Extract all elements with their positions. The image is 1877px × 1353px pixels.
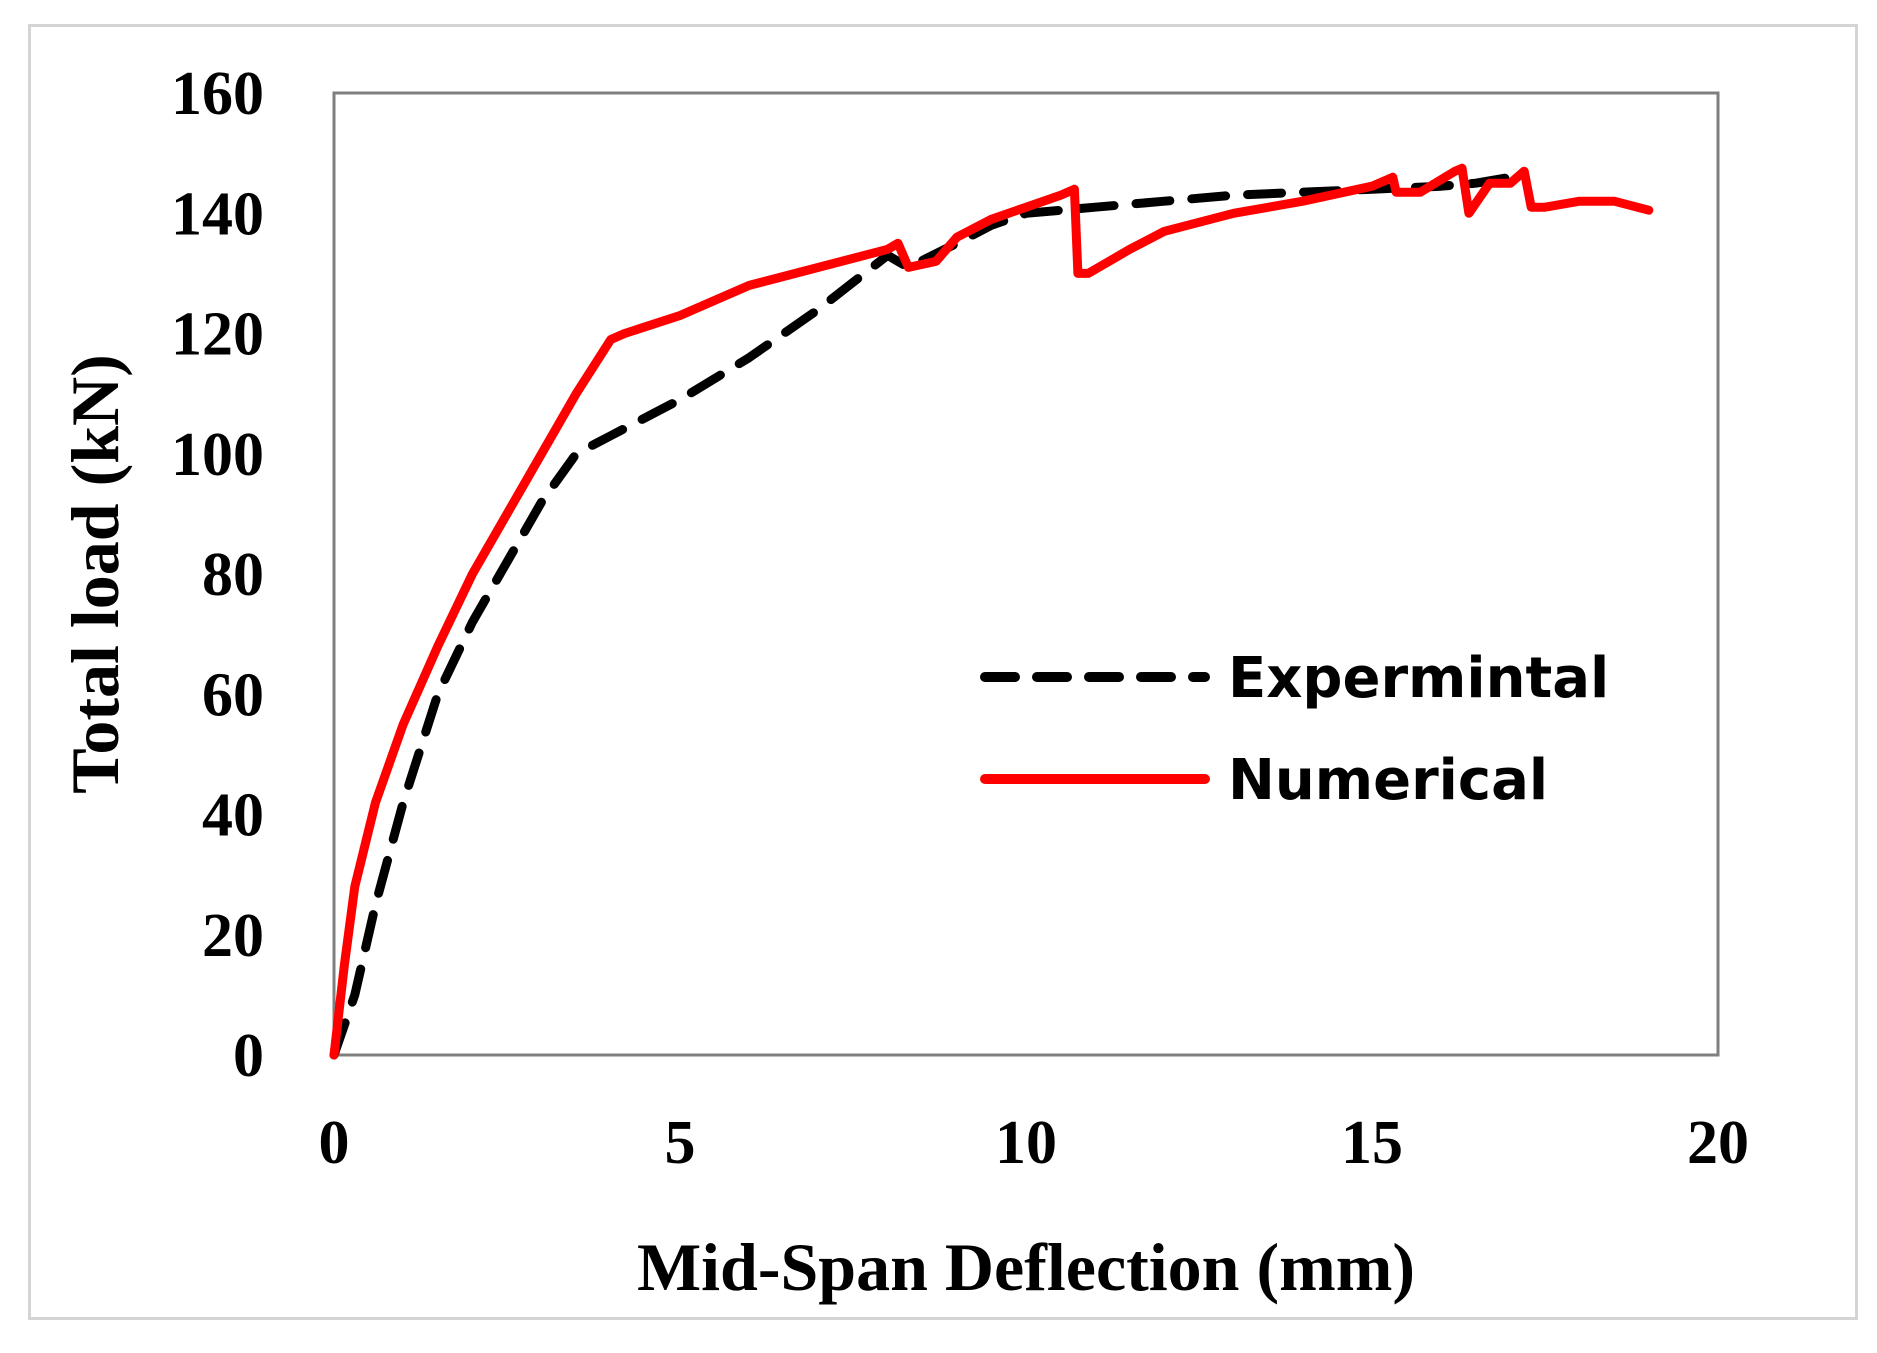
y-tick-label: 140 <box>171 180 264 248</box>
y-tick-labels: 0 20 40 60 80 100 120 140 160 <box>171 60 264 1090</box>
x-tick-label: 20 <box>1687 1109 1749 1177</box>
series-line-numerical <box>329 163 1654 1060</box>
x-tick-label: 0 <box>319 1109 350 1177</box>
legend-label-numerical: Numerical <box>1228 748 1548 813</box>
legend: Expermintal Numerical <box>980 646 1609 813</box>
x-tick-label: 5 <box>665 1109 696 1177</box>
x-tick-label: 15 <box>1341 1109 1403 1177</box>
y-axis-title: Total load (kN) <box>57 354 133 794</box>
series-line-expermintal <box>329 172 1515 1060</box>
y-tick-label: 100 <box>171 421 264 489</box>
y-tick-label: 120 <box>171 301 264 369</box>
series-layer <box>329 163 1654 1060</box>
x-axis-title: Mid-Span Deflection (mm) <box>637 1229 1415 1305</box>
legend-label-expermintal: Expermintal <box>1228 646 1609 711</box>
y-tick-label: 60 <box>202 661 264 729</box>
y-tick-label: 20 <box>202 902 264 970</box>
plot-area <box>332 91 1720 1057</box>
x-tick-label: 10 <box>995 1109 1057 1177</box>
y-tick-label: 160 <box>171 60 264 128</box>
y-tick-label: 80 <box>202 541 264 609</box>
y-tick-label: 0 <box>233 1022 264 1090</box>
x-tick-labels: 0 5 10 15 20 <box>319 1109 1750 1177</box>
y-tick-label: 40 <box>202 782 264 850</box>
